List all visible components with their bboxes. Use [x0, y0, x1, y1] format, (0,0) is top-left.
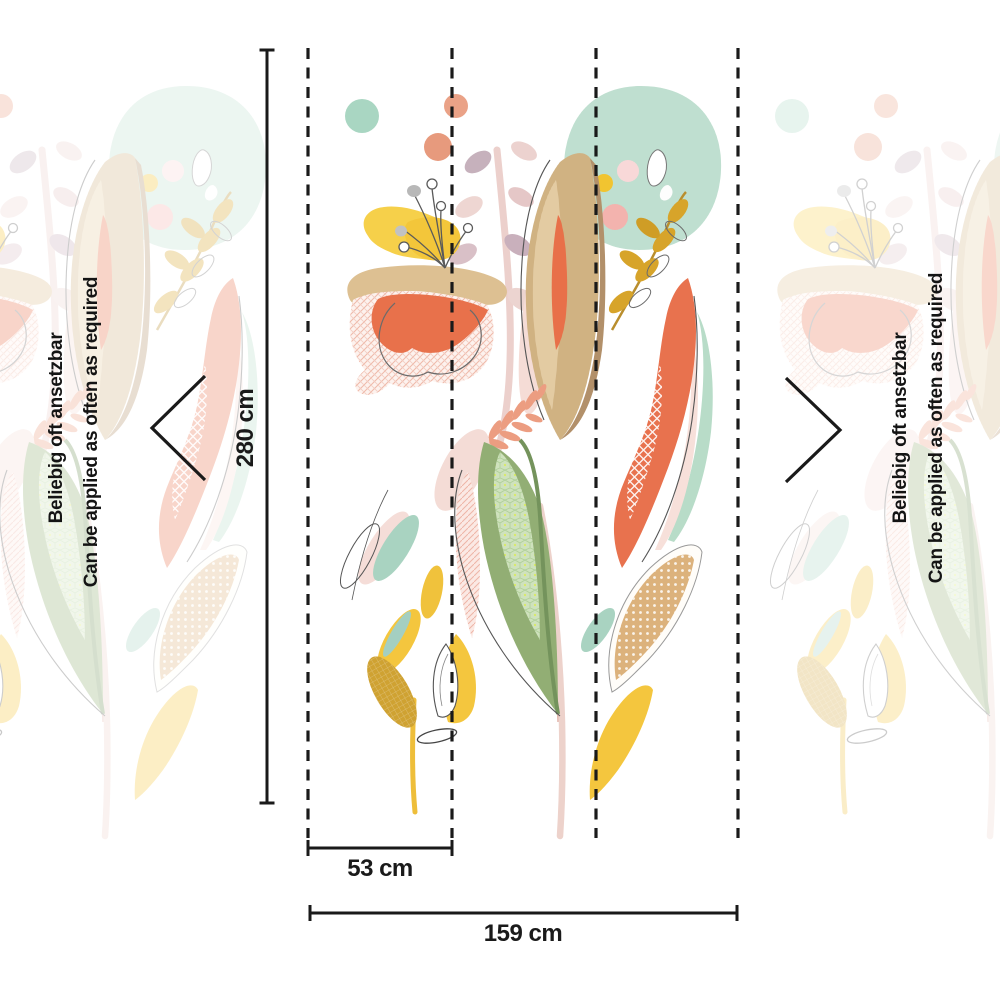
repeat-note-left-german: Beliebig oft ansetzbar	[46, 332, 67, 524]
panel-width-dimension-line	[306, 840, 454, 856]
chevron-left-icon	[149, 374, 207, 482]
total-width-dimension-line	[308, 905, 739, 921]
faded-repeat-left	[0, 86, 266, 836]
total-width-dimension-label: 159 cm	[483, 920, 563, 947]
height-dimension-line	[259, 48, 275, 805]
repeat-note-right-german: Beliebig oft ansetzbar	[890, 332, 911, 524]
main-motif	[333, 86, 721, 836]
panel-width-dimension-label: 53 cm	[347, 855, 413, 882]
faded-repeat-right	[763, 86, 1000, 836]
height-dimension-label: 280 cm	[232, 388, 259, 468]
chevron-right-icon	[784, 376, 843, 484]
panel-divider-dashed-lines	[306, 48, 740, 838]
repeat-note-right-english: Can be applied as often as required	[926, 272, 947, 584]
repeat-note-left-english: Can be applied as often as required	[81, 276, 102, 588]
